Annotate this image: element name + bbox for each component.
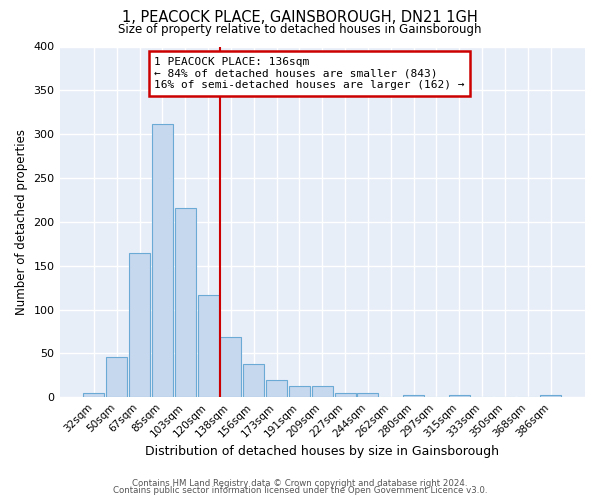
Bar bbox=[449, 394, 470, 397]
Bar bbox=[220, 336, 241, 397]
Bar bbox=[358, 393, 379, 397]
Bar bbox=[403, 394, 424, 397]
Bar bbox=[175, 208, 196, 397]
Bar bbox=[152, 124, 173, 397]
Bar bbox=[266, 380, 287, 397]
Text: Size of property relative to detached houses in Gainsborough: Size of property relative to detached ho… bbox=[118, 22, 482, 36]
Text: 1 PEACOCK PLACE: 136sqm
← 84% of detached houses are smaller (843)
16% of semi-d: 1 PEACOCK PLACE: 136sqm ← 84% of detache… bbox=[154, 57, 464, 90]
Bar bbox=[289, 386, 310, 397]
Y-axis label: Number of detached properties: Number of detached properties bbox=[15, 129, 28, 315]
Text: Contains HM Land Registry data © Crown copyright and database right 2024.: Contains HM Land Registry data © Crown c… bbox=[132, 478, 468, 488]
X-axis label: Distribution of detached houses by size in Gainsborough: Distribution of detached houses by size … bbox=[145, 444, 499, 458]
Text: 1, PEACOCK PLACE, GAINSBOROUGH, DN21 1GH: 1, PEACOCK PLACE, GAINSBOROUGH, DN21 1GH bbox=[122, 10, 478, 25]
Bar bbox=[335, 393, 356, 397]
Bar bbox=[106, 357, 127, 397]
Bar bbox=[129, 252, 150, 397]
Text: Contains public sector information licensed under the Open Government Licence v3: Contains public sector information licen… bbox=[113, 486, 487, 495]
Bar bbox=[197, 294, 218, 397]
Bar bbox=[243, 364, 264, 397]
Bar bbox=[83, 393, 104, 397]
Bar bbox=[312, 386, 333, 397]
Bar bbox=[540, 396, 561, 397]
